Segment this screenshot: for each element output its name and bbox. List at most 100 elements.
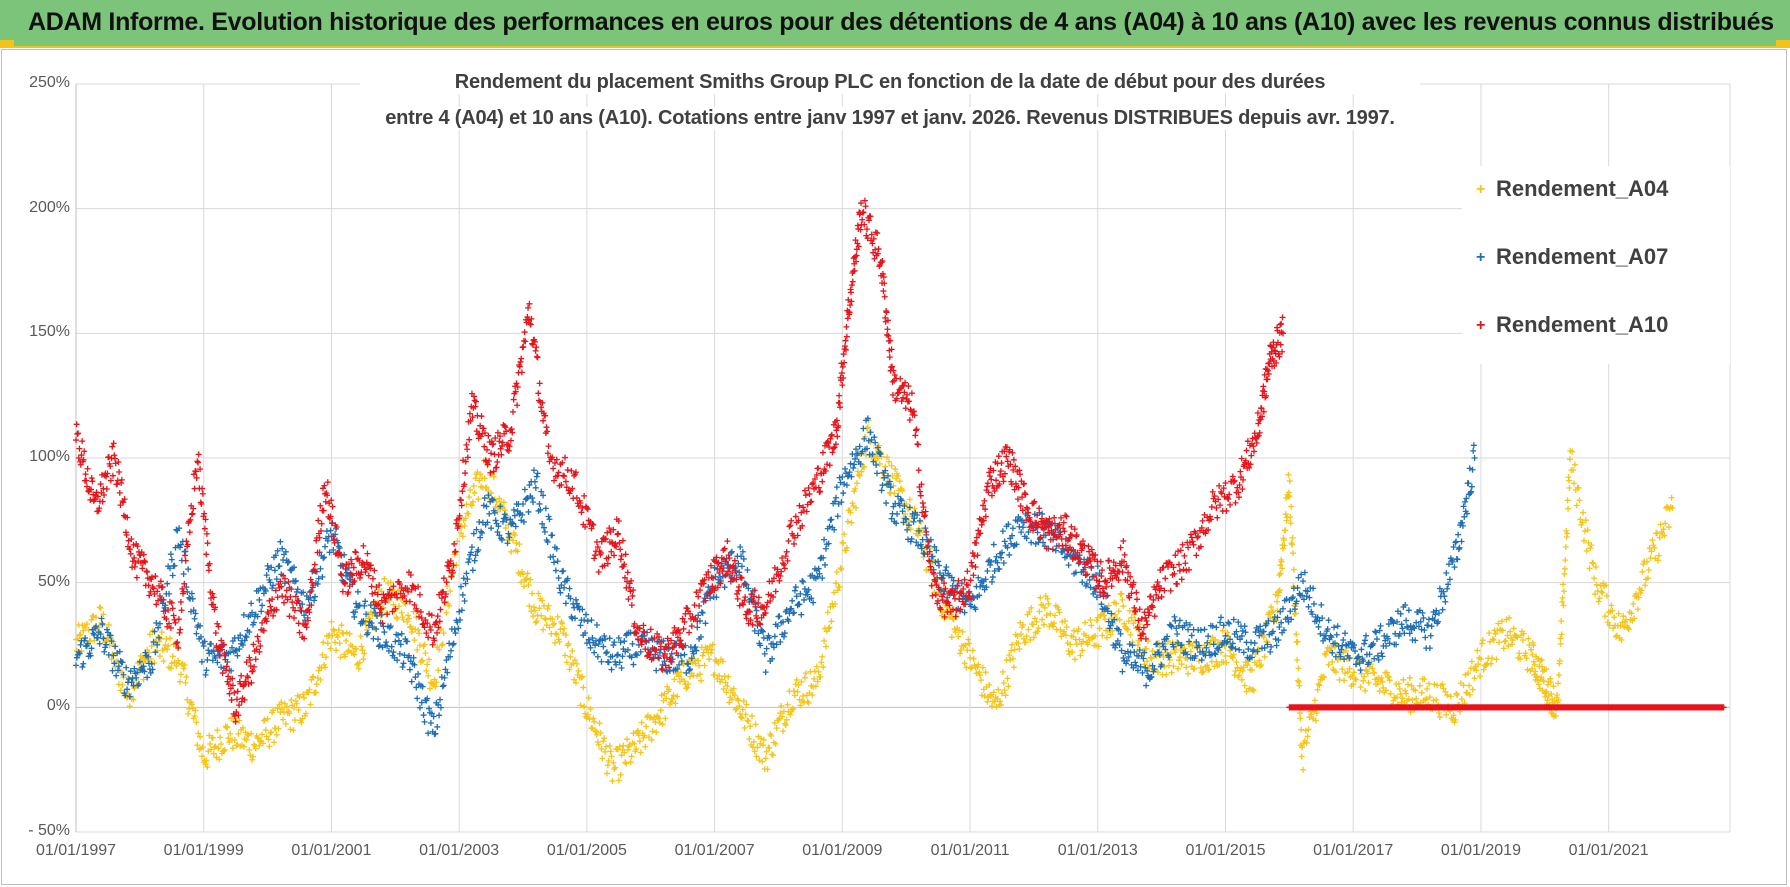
point-rendement-a10: [1185, 544, 1192, 551]
point-rendement-a07: [1461, 513, 1468, 520]
point-rendement-a10: [661, 650, 668, 657]
point-rendement-a10: [921, 513, 928, 520]
point-rendement-a07: [898, 497, 905, 504]
point-rendement-a04: [1454, 692, 1461, 699]
point-rendement-a04: [295, 707, 302, 714]
point-rendement-a10: [879, 270, 886, 277]
point-rendement-a10: [1062, 542, 1069, 549]
point-rendement-a10: [1197, 543, 1204, 550]
point-rendement-a04: [240, 743, 247, 750]
point-rendement-a10: [189, 510, 196, 517]
point-rendement-a07: [1352, 648, 1359, 655]
point-rendement-a04: [1102, 616, 1109, 623]
point-rendement-a10: [142, 559, 149, 566]
point-rendement-a07: [1419, 609, 1426, 616]
point-rendement-a10: [466, 436, 473, 443]
point-rendement-a10: [650, 655, 657, 662]
point-rendement-a07: [693, 647, 700, 654]
point-rendement-a04: [559, 620, 566, 627]
point-rendement-a04: [340, 630, 347, 637]
point-rendement-a10: [1019, 507, 1026, 514]
point-rendement-a10: [1007, 461, 1014, 468]
point-rendement-a07: [1245, 646, 1252, 653]
point-rendement-a07: [592, 642, 599, 649]
point-rendement-a10: [880, 274, 887, 281]
point-rendement-a07: [1112, 644, 1119, 651]
point-rendement-a04: [1376, 688, 1383, 695]
point-rendement-a04: [1315, 680, 1322, 687]
point-rendement-a07: [541, 524, 548, 531]
point-rendement-a10: [577, 500, 584, 507]
point-rendement-a04: [627, 759, 634, 766]
point-rendement-a10: [561, 454, 568, 461]
point-rendement-a07: [1111, 616, 1118, 623]
point-rendement-a04: [286, 710, 293, 717]
point-rendement-a07: [798, 611, 805, 618]
point-rendement-a04: [596, 720, 603, 727]
point-rendement-a04: [283, 703, 290, 710]
point-rendement-a04: [1561, 565, 1568, 572]
point-rendement-a04: [667, 699, 674, 706]
point-rendement-a10: [1128, 590, 1135, 597]
point-rendement-a10: [1069, 532, 1075, 539]
point-rendement-a10: [736, 583, 743, 590]
point-rendement-a04: [951, 626, 958, 633]
point-rendement-a10: [952, 613, 959, 620]
point-rendement-a07: [1210, 641, 1217, 648]
point-rendement-a07: [352, 608, 359, 615]
point-rendement-a10: [483, 446, 490, 453]
point-rendement-a07: [177, 541, 184, 548]
point-rendement-a04: [1280, 537, 1287, 544]
point-rendement-a04: [948, 634, 955, 641]
point-rendement-a07: [913, 539, 920, 546]
point-rendement-a07: [102, 644, 109, 651]
point-rendement-a04: [1505, 642, 1512, 649]
point-rendement-a04: [177, 671, 184, 678]
point-rendement-a04: [307, 701, 314, 708]
point-rendement-a07: [240, 611, 247, 618]
point-rendement-a04: [600, 738, 607, 745]
point-rendement-a04: [526, 603, 533, 610]
point-rendement-a10: [356, 557, 363, 564]
point-rendement-a07: [591, 649, 598, 656]
point-rendement-a04: [598, 745, 605, 752]
point-rendement-a04: [593, 728, 600, 735]
point-rendement-a10: [1216, 482, 1223, 489]
point-rendement-a10: [817, 488, 824, 495]
point-rendement-a04: [961, 660, 968, 667]
point-rendement-a10: [906, 398, 913, 405]
point-rendement-a07: [141, 668, 148, 675]
point-rendement-a07: [457, 616, 464, 623]
point-rendement-a10: [619, 537, 626, 544]
point-rendement-a04: [468, 502, 475, 509]
point-rendement-a04: [653, 729, 660, 736]
point-rendement-a04: [74, 635, 81, 642]
point-rendement-a10: [533, 344, 540, 351]
point-rendement-a07: [678, 658, 685, 665]
point-rendement-a10: [1058, 514, 1065, 521]
point-rendement-a04: [573, 660, 580, 667]
point-rendement-a07: [1237, 636, 1244, 643]
point-rendement-a07: [1052, 547, 1059, 554]
point-rendement-a07: [771, 633, 778, 640]
point-rendement-a07: [152, 649, 159, 656]
point-rendement-a04: [398, 609, 405, 616]
point-rendement-a10: [1178, 576, 1185, 583]
point-rendement-a07: [1013, 541, 1020, 548]
point-rendement-a04: [1577, 516, 1584, 523]
point-rendement-a04: [305, 689, 312, 696]
point-rendement-a10: [751, 587, 758, 594]
point-rendement-a04: [885, 458, 892, 465]
point-rendement-a10: [141, 557, 148, 564]
point-rendement-a04: [608, 753, 615, 760]
point-rendement-a10: [128, 536, 135, 543]
point-rendement-a07: [582, 611, 589, 618]
point-rendement-a07: [555, 575, 562, 582]
point-rendement-a07: [915, 527, 922, 534]
point-rendement-a07: [1226, 620, 1233, 627]
point-rendement-a04: [800, 693, 807, 700]
point-rendement-a04: [750, 738, 757, 745]
point-rendement-a10: [657, 643, 664, 650]
point-rendement-a04: [1396, 685, 1403, 692]
point-rendement-a04: [964, 647, 971, 654]
